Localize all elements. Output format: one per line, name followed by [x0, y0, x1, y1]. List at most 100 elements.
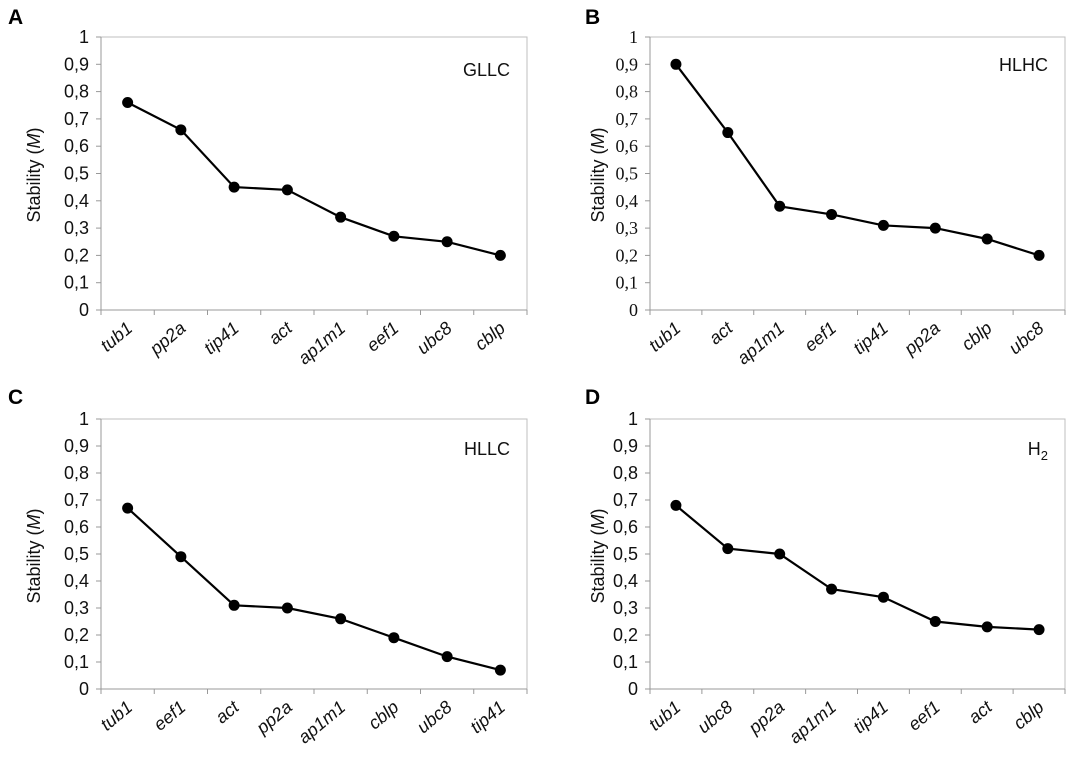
y-tick-label: 0,9: [64, 54, 89, 74]
x-tick-label: ubc8: [1005, 318, 1048, 358]
x-tick-label: act: [211, 696, 243, 727]
y-tick-label: 0,6: [64, 517, 89, 537]
x-tick-label: pp2a: [145, 318, 189, 360]
x-tick-label: act: [705, 317, 737, 348]
x-tick-label: eef1: [800, 318, 840, 356]
y-tick-label: 1: [79, 27, 89, 47]
x-tick-label: tip41: [466, 697, 509, 737]
y-tick-label: 1: [628, 409, 638, 429]
y-axis-title-paren-open: (: [24, 529, 44, 540]
x-tick-label: act: [965, 696, 997, 727]
x-tick-label: cblp: [471, 318, 509, 355]
y-tick-label: 0,5: [616, 164, 639, 184]
y-tick-label: 0,4: [64, 191, 89, 211]
y-tick-label: 0,2: [64, 625, 89, 645]
data-point-tub1: [122, 502, 134, 514]
condition-label-text: GLLC: [463, 60, 510, 80]
x-tick-label: tub1: [645, 697, 685, 735]
chart-panel-c: C 0 0,1 0,2 0,3 0,4 0,5 0,6 0,7 0,8 0,9 1 tub1 eef1 ac…: [8, 386, 528, 748]
x-tick-label: eef1: [363, 318, 403, 356]
y-axis-title-paren-open: (: [24, 148, 44, 159]
data-point-ubc8: [441, 651, 453, 663]
data-point-tub1: [670, 58, 682, 70]
panel-letter: D: [585, 386, 600, 409]
y-tick-label: 0,4: [64, 571, 89, 591]
y-tick-label: 0: [629, 300, 638, 320]
data-point-tip41: [228, 181, 240, 193]
data-point-ap1m1: [335, 613, 347, 625]
data-point-ap1m1: [335, 211, 347, 223]
data-point-tip41: [877, 591, 889, 603]
data-point-pp2a: [929, 222, 941, 234]
data-point-act: [722, 127, 734, 139]
data-point-tip41: [494, 664, 506, 676]
y-tick-label: 0,1: [616, 273, 639, 293]
y-tick-label: 0,7: [616, 109, 639, 129]
data-point-act: [981, 621, 993, 633]
y-tick-label: 0,5: [64, 544, 89, 564]
data-point-cblp: [981, 233, 993, 245]
y-tick-label: 0,9: [616, 54, 639, 74]
data-point-ubc8: [1033, 249, 1045, 261]
y-tick-label: 0,4: [613, 571, 638, 591]
data-point-tub1: [122, 97, 134, 109]
x-tick-label: tub1: [96, 697, 136, 735]
x-tick-label: pp2a: [744, 697, 788, 739]
panel-letter: A: [8, 6, 23, 29]
y-axis-title-text: Stability: [588, 540, 608, 603]
y-tick-label: 1: [629, 27, 638, 47]
y-tick-label: 0: [79, 300, 89, 320]
data-point-cblp: [1033, 624, 1045, 636]
condition-label-text: HLLC: [464, 439, 510, 459]
y-tick-label: 0,3: [64, 218, 89, 238]
data-point-act: [228, 599, 240, 611]
x-tick-label: pp2a: [252, 697, 296, 739]
y-axis-title-paren-close: ): [24, 127, 44, 133]
x-tick-label: ubc8: [694, 697, 737, 737]
y-axis-title: Stability (M): [588, 508, 608, 603]
x-tick-label: pp2a: [900, 318, 944, 360]
y-tick-label: 0,5: [613, 544, 638, 564]
data-point-pp2a: [774, 548, 786, 560]
y-tick-label: 1: [79, 409, 89, 429]
y-axis-title-variable: M: [24, 133, 44, 148]
x-tick-label: ap1m1: [294, 697, 349, 748]
condition-label-subscript: 2: [1041, 448, 1048, 463]
x-tick-label: ap1m1: [785, 697, 840, 748]
x-tick-label: ap1m1: [294, 318, 349, 369]
data-point-tub1: [670, 499, 682, 511]
y-axis-title-paren-open: (: [588, 148, 608, 159]
series-line: [127, 101, 501, 257]
y-tick-label: 0,1: [64, 652, 89, 672]
y-tick-label: 0,2: [613, 625, 638, 645]
y-axis-title-variable: M: [24, 514, 44, 529]
x-tick-label: tub1: [645, 318, 685, 356]
y-tick-label: 0,7: [613, 490, 638, 510]
plot-area: [649, 36, 1066, 311]
x-tick-label: cblp: [958, 318, 996, 355]
y-tick-label: 0,3: [616, 218, 639, 238]
data-point-act: [281, 184, 293, 196]
y-tick-label: 0,2: [64, 245, 89, 265]
y-tick-label: 0,6: [613, 517, 638, 537]
y-tick-label: 0,4: [616, 191, 639, 211]
y-tick-label: 0,7: [64, 490, 89, 510]
data-point-ubc8: [441, 236, 453, 248]
condition-label: H2: [1028, 439, 1048, 463]
chart-panel-b: B 0 0,1 0,2 0,3 0,4 0,5 0,6 0,7 0,8 0,9 1 tub1 actap1…: [585, 6, 1066, 368]
y-tick-label: 0,8: [613, 463, 638, 483]
y-axis-title-paren-close: ): [588, 127, 608, 133]
y-axis-title-paren-open: (: [588, 529, 608, 540]
y-axis-title-text: Stability: [588, 159, 608, 222]
y-tick-label: 0,9: [64, 436, 89, 456]
y-tick-label: 0,7: [64, 109, 89, 129]
data-point-pp2a: [175, 124, 187, 136]
data-point-cblp: [494, 249, 506, 261]
x-tick-label: act: [265, 317, 297, 348]
y-tick-label: 0,6: [64, 136, 89, 156]
y-tick-label: 0,9: [613, 436, 638, 456]
y-axis-title-paren-close: ): [588, 508, 608, 514]
y-tick-label: 0: [628, 679, 638, 699]
y-tick-label: 0,8: [64, 82, 89, 102]
